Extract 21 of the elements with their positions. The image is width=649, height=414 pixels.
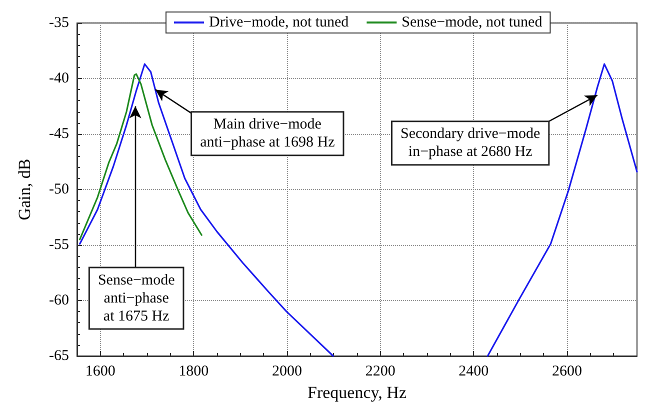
x-tick-label: 1600 bbox=[85, 364, 116, 380]
legend-label: Drive−mode, not tuned bbox=[209, 14, 350, 30]
annotation: Sense−mode anti−phase at 1675 Hz bbox=[98, 272, 176, 324]
y-tick-label: -60 bbox=[49, 292, 69, 308]
x-tick-label: 2400 bbox=[458, 364, 489, 380]
annotation: Secondary drive−mode in−phase at 2680 Hz bbox=[400, 126, 541, 160]
y-tick-label: -40 bbox=[49, 70, 69, 86]
x-axis-title: Frequency, Hz bbox=[308, 383, 407, 402]
x-tick-label: 2200 bbox=[365, 364, 396, 380]
y-tick-label: -65 bbox=[49, 348, 69, 364]
y-tick-label: -50 bbox=[49, 182, 69, 198]
x-tick-label: 2600 bbox=[552, 364, 582, 380]
x-tick-label: 1800 bbox=[178, 364, 209, 380]
y-tick-label: -55 bbox=[49, 237, 69, 253]
legend-label: Sense−mode, not tuned bbox=[402, 14, 543, 30]
y-tick-label: -45 bbox=[49, 126, 69, 142]
line-series bbox=[79, 73, 202, 240]
x-tick-label: 2000 bbox=[272, 364, 302, 380]
y-axis-title: Gain, dB bbox=[15, 158, 34, 220]
annotation: Main drive−mode anti−phase at 1698 Hz bbox=[200, 116, 336, 151]
y-tick-label: -35 bbox=[49, 15, 69, 31]
